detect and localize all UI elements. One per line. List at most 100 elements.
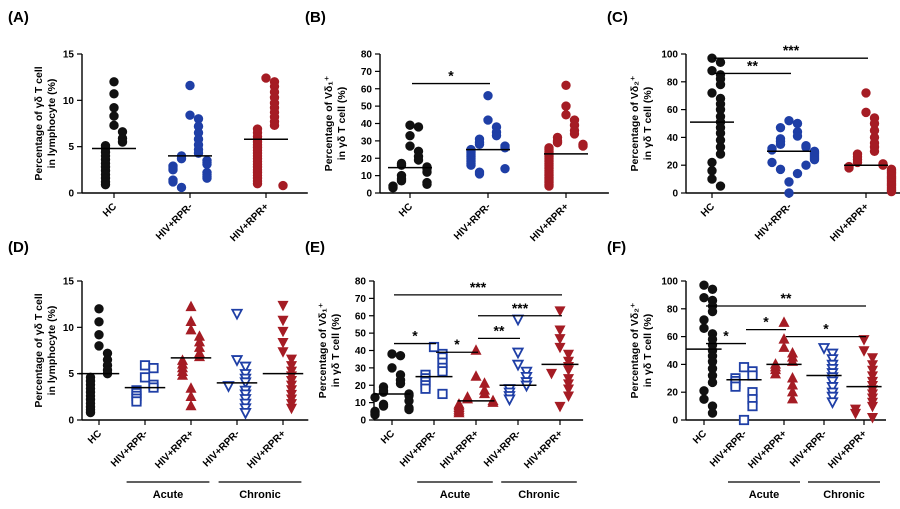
panel-label: (E) [305,239,325,256]
data-point [437,366,448,377]
series-3 [216,308,258,420]
data-point [866,360,879,371]
data-point [786,355,799,366]
data-point [886,186,897,197]
y-tick-label: 40 [361,119,373,130]
series-2 [170,300,212,411]
data-point [554,334,566,345]
data-point [849,408,862,420]
data-point [261,73,271,83]
data-point [809,154,820,165]
y-tick-label: 20 [355,381,367,392]
data-point [185,399,197,411]
y-tick-label: 0 [360,416,366,427]
data-point [775,122,786,133]
data-point [866,353,879,364]
category-label: HC [379,428,397,446]
y-axis-title-line: Percentage of Vδ₂⁺ [629,76,641,172]
data-point [252,179,263,189]
data-point [578,141,588,151]
significance-label: ** [494,322,505,338]
series-0 [370,349,414,420]
data-point [826,391,839,404]
data-point [405,130,415,141]
series-0 [78,304,120,418]
significance-label: *** [470,279,487,295]
data-point [500,143,510,153]
category-label: HIV+RPR- [788,428,829,469]
data-point [715,79,726,90]
series-1 [124,360,166,407]
data-point [428,341,440,353]
y-tick-label: 15 [63,50,75,61]
data-point [561,101,571,111]
data-point [562,391,575,402]
y-axis-title-line: Percentage of γδ T cell [33,66,45,180]
group-label: Acute [749,489,780,501]
data-point [554,401,566,413]
data-point [554,325,566,336]
data-point [544,181,554,191]
data-point [109,77,119,87]
series-2 [244,73,288,191]
y-tick-label: 60 [667,105,679,116]
data-point [801,160,811,170]
data-point [277,337,289,349]
category-label: HC [699,201,717,219]
data-point [792,131,803,141]
data-point [784,116,794,126]
category-label: HC [397,201,415,219]
data-point [699,315,709,325]
y-tick-label: 20 [361,154,373,165]
y-tick-label: 0 [68,416,74,427]
data-point [866,365,879,377]
data-point [569,129,580,139]
y-tick-label: 10 [355,398,367,409]
data-point [230,355,244,367]
data-point [395,378,406,389]
series-0 [92,77,136,190]
y-axis-title: Percentage of Vδ₂⁺in γδ T cell (%) [629,303,654,399]
series-2 [766,316,802,404]
data-point [562,384,575,395]
data-point [767,157,777,168]
data-point [94,304,104,314]
series-4 [262,300,304,415]
y-axis-title-line: Percentage of Vδ₂⁺ [629,303,641,399]
series-2 [544,80,588,191]
series-0 [690,53,734,191]
series-2 [453,344,499,418]
data-point [185,80,195,91]
data-point [239,407,252,420]
y-tick-label: 20 [667,161,679,172]
data-point [858,335,870,346]
data-point [715,181,726,191]
data-point [109,103,119,113]
series-2 [844,88,897,197]
data-point [483,91,493,101]
data-point [767,145,777,155]
category-label: HC [86,428,104,446]
data-point [139,372,151,383]
y-axis-title: Percentage of Vδ₁⁺in γδ T cell (%) [317,303,342,399]
data-point [100,179,111,190]
data-point [185,390,197,402]
data-point [387,349,397,359]
data-point [562,374,575,385]
data-point [866,413,879,424]
panel-label: (D) [8,239,29,256]
data-point [707,306,718,317]
data-point [707,65,717,76]
data-point [707,174,717,184]
series-1 [466,91,510,179]
data-point [139,360,151,371]
y-axis-title-line: Percentage of γδ T cell [33,293,45,407]
y-tick-label: 10 [63,323,75,334]
data-point [511,314,525,327]
data-point [474,169,485,179]
data-point [202,159,212,169]
data-point [404,404,414,415]
data-point [413,122,424,132]
